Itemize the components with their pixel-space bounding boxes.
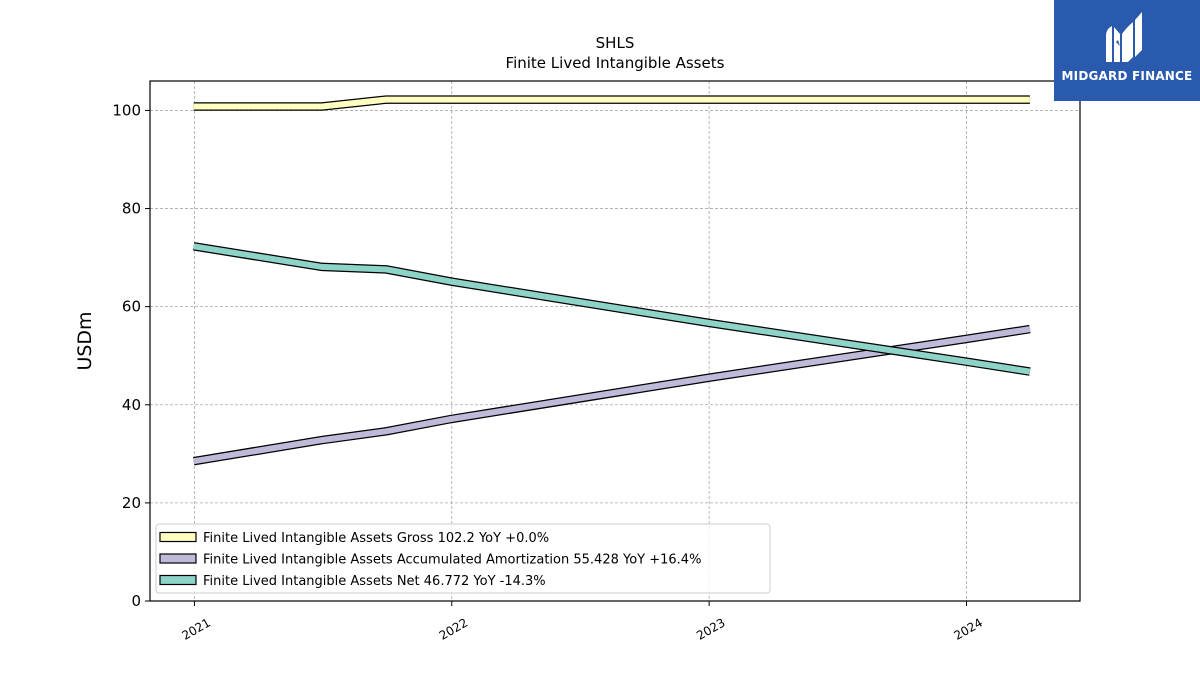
legend-entry-label: Finite Lived Intangible Assets Accumulat… [203,553,701,568]
y-tick-label: 100 [112,101,141,119]
y-tick-label: 40 [122,396,141,414]
y-tick-label: 0 [131,592,141,610]
series-fill [193,326,1031,465]
x-tick-label: 2021 [179,615,212,642]
legend-swatch [159,574,197,586]
y-tick-label: 60 [122,298,141,316]
legend-swatch [159,531,197,543]
x-tick-label: 2023 [694,615,727,642]
series-line-1 [193,95,1030,111]
logo-text: MIDGARD FINANCE [1061,69,1193,83]
legend-swatch [159,553,197,564]
brand-logo: MIDGARD FINANCE [1054,0,1200,101]
x-tick-label: 2024 [952,615,985,642]
legend: Finite Lived Intangible Assets Gross 102… [155,523,771,594]
series-layer [193,95,1031,466]
y-tick-label: 80 [122,200,141,218]
legend-box [155,523,771,594]
series-line-3 [193,242,1031,376]
series-fill [193,96,1030,110]
logo-mark-icon [1106,12,1142,62]
series-line-2 [193,324,1031,466]
legend-entry-label: Finite Lived Intangible Assets Net 46.77… [203,574,546,589]
series-fill [193,243,1031,375]
chart-subtitle: Finite Lived Intangible Assets [506,54,725,72]
y-axis-label: USDm [74,311,96,370]
x-tick-label: 2022 [437,615,470,642]
chart-title: SHLS [596,34,635,52]
legend-entry-label: Finite Lived Intangible Assets Gross 102… [203,531,549,546]
plot-frame [149,80,1081,602]
y-tick-label: 20 [122,494,141,512]
